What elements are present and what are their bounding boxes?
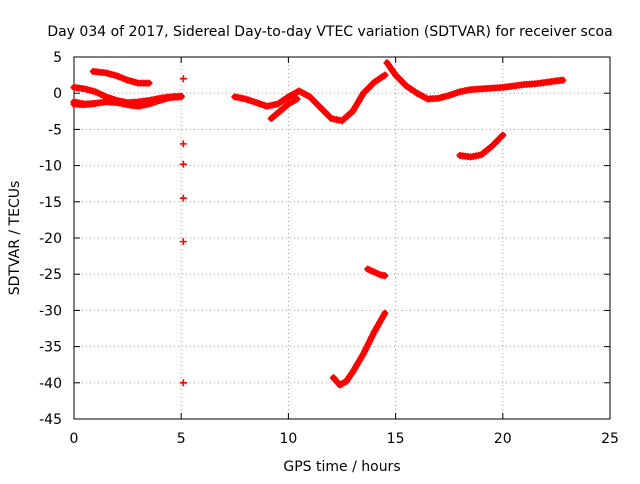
y-tick-label: -20 <box>39 231 62 247</box>
x-tick-label: 25 <box>601 431 619 447</box>
y-tick-label: -15 <box>39 195 62 211</box>
data-point <box>293 95 301 103</box>
y-axis-label: SDTVAR / TECUs <box>7 181 23 296</box>
data-point <box>381 272 389 280</box>
data-point <box>177 93 185 101</box>
data-point <box>499 131 507 139</box>
x-tick-label: 5 <box>177 431 186 447</box>
ticks: 0 5 10 15 20 25 5 0 -5 -10 -15 -20 -25 -30 -35 -40 -45 <box>39 50 619 447</box>
series-arc-4 <box>70 99 99 109</box>
y-tick-label: -10 <box>39 159 62 175</box>
data-point <box>559 76 567 84</box>
x-tick-label: 20 <box>494 431 512 447</box>
y-tick-label: -40 <box>39 376 62 392</box>
data-point <box>179 160 187 168</box>
y-tick-label: -25 <box>39 267 62 283</box>
grid <box>74 57 610 419</box>
y-tick-label: 0 <box>53 86 62 102</box>
data-point <box>179 238 187 246</box>
y-tick-label: -45 <box>39 412 62 428</box>
x-axis-label: GPS time / hours <box>283 459 400 475</box>
x-tick-label: 15 <box>387 431 405 447</box>
series-arc-9 <box>364 265 389 280</box>
data-point <box>91 99 99 107</box>
series-arc-5 <box>231 71 389 125</box>
series-arc-10 <box>329 309 389 389</box>
y-tick-label: -30 <box>39 303 62 319</box>
data-point <box>179 140 187 148</box>
chart-title: Day 034 of 2017, Sidereal Day-to-day VTE… <box>47 24 612 40</box>
y-tick-label: -5 <box>48 122 62 138</box>
data-layer <box>70 59 567 389</box>
x-tick-label: 10 <box>279 431 297 447</box>
data-point <box>381 71 389 79</box>
data-point <box>179 75 187 83</box>
series-arc-7 <box>383 59 567 103</box>
x-tick-label: 0 <box>70 431 79 447</box>
data-point <box>179 379 187 387</box>
series-arc-8 <box>456 131 507 161</box>
series-arc-6 <box>267 95 301 123</box>
series-arc-3 <box>89 67 153 87</box>
y-tick-label: -35 <box>39 340 62 356</box>
data-point <box>381 309 389 317</box>
y-tick-label: 5 <box>53 50 62 66</box>
series-outliers-5h <box>179 75 187 387</box>
data-point <box>145 79 153 87</box>
data-point <box>179 194 187 202</box>
